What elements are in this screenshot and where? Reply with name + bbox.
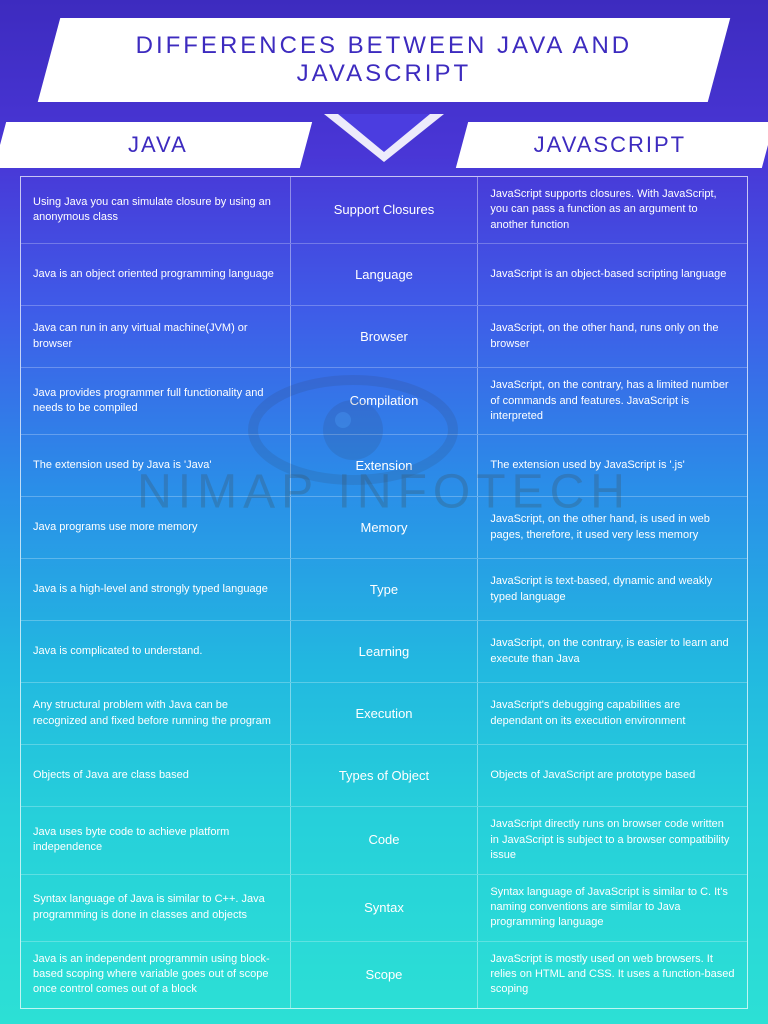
table-row: Java programs use more memoryMemoryJavaS… bbox=[21, 497, 747, 559]
java-cell: Java is a high-level and strongly typed … bbox=[21, 559, 290, 620]
topic-cell: Code bbox=[290, 807, 479, 873]
java-cell: Any structural problem with Java can be … bbox=[21, 683, 290, 744]
table-row: Java is an object oriented programming l… bbox=[21, 244, 747, 306]
topic-cell: Execution bbox=[290, 683, 479, 744]
table-row: Java is a high-level and strongly typed … bbox=[21, 559, 747, 621]
table-row: Java uses byte code to achieve platform … bbox=[21, 807, 747, 874]
header-left-text: JAVA bbox=[70, 132, 246, 158]
java-cell: Java programs use more memory bbox=[21, 497, 290, 558]
table-row: Syntax language of Java is similar to C+… bbox=[21, 875, 747, 942]
page-title: DIFFERENCES BETWEEN JAVA AND JAVASCRIPT bbox=[79, 32, 689, 88]
topic-cell: Compilation bbox=[290, 368, 479, 434]
topic-cell: Learning bbox=[290, 621, 479, 682]
triangle-decor-inner bbox=[338, 114, 430, 152]
table-row: The extension used by Java is 'Java'Exte… bbox=[21, 435, 747, 497]
javascript-cell: JavaScript is text-based, dynamic and we… bbox=[478, 559, 747, 620]
javascript-cell: JavaScript is an object-based scripting … bbox=[478, 244, 747, 305]
header-left-banner: JAVA bbox=[0, 122, 312, 168]
javascript-cell: Objects of JavaScript are prototype base… bbox=[478, 745, 747, 806]
java-cell: Java uses byte code to achieve platform … bbox=[21, 807, 290, 873]
topic-cell: Scope bbox=[290, 942, 479, 1008]
table-row: Java is complicated to understand.Learni… bbox=[21, 621, 747, 683]
javascript-cell: JavaScript, on the other hand, runs only… bbox=[478, 306, 747, 367]
java-cell: The extension used by Java is 'Java' bbox=[21, 435, 290, 496]
java-cell: Java is an independent programmin using … bbox=[21, 942, 290, 1008]
table-row: Objects of Java are class basedTypes of … bbox=[21, 745, 747, 807]
javascript-cell: The extension used by JavaScript is '.js… bbox=[478, 435, 747, 496]
column-headers: JAVA JAVASCRIPT bbox=[20, 120, 748, 170]
table-row: Any structural problem with Java can be … bbox=[21, 683, 747, 745]
topic-cell: Browser bbox=[290, 306, 479, 367]
table-row: Using Java you can simulate closure by u… bbox=[21, 177, 747, 244]
header-right-text: JAVASCRIPT bbox=[522, 132, 698, 158]
java-cell: Java is an object oriented programming l… bbox=[21, 244, 290, 305]
javascript-cell: JavaScript supports closures. With JavaS… bbox=[478, 177, 747, 243]
topic-cell: Extension bbox=[290, 435, 479, 496]
topic-cell: Memory bbox=[290, 497, 479, 558]
javascript-cell: JavaScript's debugging capabilities are … bbox=[478, 683, 747, 744]
java-cell: Syntax language of Java is similar to C+… bbox=[21, 875, 290, 941]
javascript-cell: Syntax language of JavaScript is similar… bbox=[478, 875, 747, 941]
topic-cell: Syntax bbox=[290, 875, 479, 941]
java-cell: Using Java you can simulate closure by u… bbox=[21, 177, 290, 243]
java-cell: Java provides programmer full functional… bbox=[21, 368, 290, 434]
javascript-cell: JavaScript, on the contrary, has a limit… bbox=[478, 368, 747, 434]
infographic-page: DIFFERENCES BETWEEN JAVA AND JAVASCRIPT … bbox=[0, 0, 768, 1024]
topic-cell: Type bbox=[290, 559, 479, 620]
topic-cell: Types of Object bbox=[290, 745, 479, 806]
table-row: Java provides programmer full functional… bbox=[21, 368, 747, 435]
javascript-cell: JavaScript directly runs on browser code… bbox=[478, 807, 747, 873]
topic-cell: Language bbox=[290, 244, 479, 305]
javascript-cell: JavaScript, on the other hand, is used i… bbox=[478, 497, 747, 558]
table-row: Java can run in any virtual machine(JVM)… bbox=[21, 306, 747, 368]
comparison-table: Using Java you can simulate closure by u… bbox=[20, 176, 748, 1009]
title-banner: DIFFERENCES BETWEEN JAVA AND JAVASCRIPT bbox=[38, 18, 730, 102]
javascript-cell: JavaScript, on the contrary, is easier t… bbox=[478, 621, 747, 682]
javascript-cell: JavaScript is mostly used on web browser… bbox=[478, 942, 747, 1008]
java-cell: Objects of Java are class based bbox=[21, 745, 290, 806]
java-cell: Java can run in any virtual machine(JVM)… bbox=[21, 306, 290, 367]
topic-cell: Support Closures bbox=[290, 177, 479, 243]
table-row: Java is an independent programmin using … bbox=[21, 942, 747, 1008]
java-cell: Java is complicated to understand. bbox=[21, 621, 290, 682]
header-right-banner: JAVASCRIPT bbox=[456, 122, 768, 168]
